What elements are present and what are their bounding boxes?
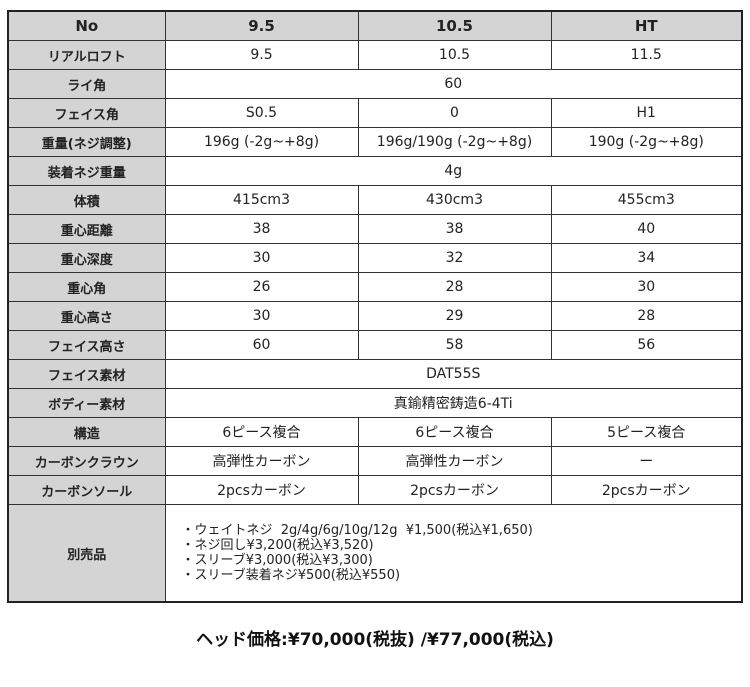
row-label: 構造 [7,417,166,447]
table-row: 重心距離 38 38 40 [7,214,743,244]
row-value: 6ピース複合 [164,417,359,447]
table-row: ボディー素材 真鍮精密鋳造6-4Ti [7,388,743,418]
accessory-item: ・ウェイトネジ 2g/4g/6g/10g/12g ¥1,500(税込¥1,650… [181,523,533,538]
header-model: 10.5 [357,10,552,41]
row-value: 34 [550,243,743,273]
table-row: ライ角 60 [7,69,743,99]
header-model: 9.5 [164,10,359,41]
row-value: 高弾性カーボン [164,446,359,476]
accessory-item: ・スリーブ¥3,000(税込¥3,300) [181,553,373,568]
accessory-item: ・スリーブ装着ネジ¥500(税込¥550) [181,568,401,583]
row-label: 重量(ネジ調整) [7,127,166,157]
row-value: 430cm3 [357,185,552,215]
row-label: カーボンクラウン [7,446,166,476]
row-label: 重心高さ [7,301,166,331]
table-row: フェイス高さ 60 58 56 [7,330,743,360]
row-value: 9.5 [164,40,359,70]
accessories-list: ・ウェイトネジ 2g/4g/6g/10g/12g ¥1,500(税込¥1,650… [164,504,743,603]
row-label: 装着ネジ重量 [7,156,166,186]
row-value: 60 [164,69,743,99]
row-value: 30 [164,243,359,273]
row-value: S0.5 [164,98,359,128]
row-value: 26 [164,272,359,302]
row-value: 56 [550,330,743,360]
row-value: 28 [357,272,552,302]
row-label: 重心角 [7,272,166,302]
row-value: 58 [357,330,552,360]
row-value: 2pcsカーボン [357,475,552,505]
row-value: 11.5 [550,40,743,70]
row-label: フェイス高さ [7,330,166,360]
table-row: フェイス素材 DAT55S [7,359,743,389]
table-row: カーボンクラウン 高弾性カーボン 高弾性カーボンー [7,446,743,476]
row-value: 6ピース複合 [357,417,552,447]
row-value: 29 [357,301,552,331]
table-row: 構造 6ピース複合 6ピース複合 5ピース複合 [7,417,743,447]
row-label: 別売品 [7,504,166,603]
table-row: 重心高さ 30 29 28 [7,301,743,331]
row-value: 38 [164,214,359,244]
row-value: 5ピース複合 [550,417,743,447]
row-label: カーボンソール [7,475,166,505]
row-value: 60 [164,330,359,360]
row-value: 40 [550,214,743,244]
row-value: 415cm3 [164,185,359,215]
row-value: 4g [164,156,743,186]
row-value: 30 [550,272,743,302]
spec-table: No 9.5 10.5 HT リアルロフト 9.5 10.5 11.5 ライ角 60 フェイス角 S0… [7,10,743,603]
accessory-item: ・ネジ回し¥3,200(税込¥3,520) [181,538,374,553]
row-label: ライ角 [7,69,166,99]
table-row: カーボンソール 2pcsカーボン 2pcsカーボン 2pcsカーボン [7,475,743,505]
row-value: ー [550,446,743,476]
row-value: 196g/190g (-2g~+8g) [357,127,552,157]
table-row: 重量(ネジ調整) 196g (-2g~+8g) 196g/190g (-2g~+8g… [7,127,743,157]
row-label: 重心距離 [7,214,166,244]
table-row: 体積 415cm3 430cm3 455cm3 [7,185,743,215]
row-label: 体積 [7,185,166,215]
table-header-row: No 9.5 10.5 HT [7,10,743,41]
header-label: No [7,10,166,41]
row-value: 0 [357,98,552,128]
accessories-row: 別売品 ・ウェイトネジ 2g/4g/6g/10g/12g ¥1,500(税込¥1,… [7,504,743,603]
table-row: フェイス角 S0.5 0 H1 [7,98,743,128]
row-label: リアルロフト [7,40,166,70]
row-value: 10.5 [357,40,552,70]
row-value: DAT55S [164,359,743,389]
row-value: 28 [550,301,743,331]
row-value: 196g (-2g~+8g) [164,127,359,157]
row-label: ボディー素材 [7,388,166,418]
header-model: HT [550,10,743,41]
row-value: 32 [357,243,552,273]
head-price: ヘッド価格:¥70,000(税抜) /¥77,000(税込) [196,630,554,650]
row-label: 重心深度 [7,243,166,273]
table-row: リアルロフト 9.5 10.5 11.5 [7,40,743,70]
row-label: フェイス角 [7,98,166,128]
row-value: 2pcsカーボン [550,475,743,505]
row-value: 2pcsカーボン [164,475,359,505]
row-value: H1 [550,98,743,128]
row-value: 30 [164,301,359,331]
row-label: フェイス素材 [7,359,166,389]
row-value: 455cm3 [550,185,743,215]
table-row: 重心深度 30 32 34 [7,243,743,273]
table-row: 重心角 26 28 30 [7,272,743,302]
table-row: 装着ネジ重量 4g [7,156,743,186]
row-value: 真鍮精密鋳造6-4Ti [164,388,743,418]
row-value: 38 [357,214,552,244]
row-value: 190g (-2g~+8g) [550,127,743,157]
row-value: 高弾性カーボン [357,446,552,476]
